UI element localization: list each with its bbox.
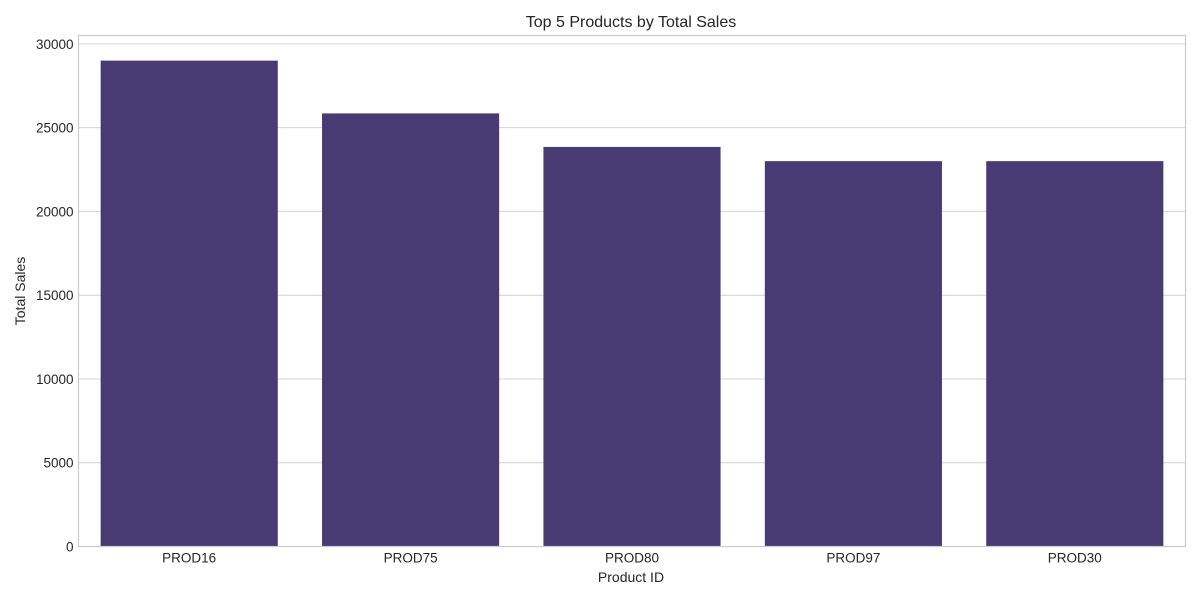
x-tick-label: PROD30 bbox=[1048, 551, 1102, 566]
bar-prod16 bbox=[100, 60, 278, 547]
x-axis-label: Product ID bbox=[598, 569, 664, 585]
y-tick-label: 5000 bbox=[43, 456, 73, 471]
y-tick-label: 30000 bbox=[36, 37, 74, 52]
bar-prod97 bbox=[764, 161, 942, 547]
x-tick-label: PROD75 bbox=[384, 551, 438, 566]
y-axis-ticks: 0 5000 10000 15000 20000 25000 30000 bbox=[36, 37, 74, 555]
y-tick-label: 0 bbox=[66, 540, 74, 555]
x-tick-label: PROD97 bbox=[826, 551, 880, 566]
y-tick-label: 25000 bbox=[36, 121, 74, 136]
y-axis-label: Total Sales bbox=[12, 257, 28, 325]
bar-prod30 bbox=[986, 161, 1164, 547]
bar-prod75 bbox=[322, 113, 500, 547]
y-tick-label: 20000 bbox=[36, 204, 74, 219]
x-tick-label: PROD80 bbox=[605, 551, 659, 566]
bars bbox=[100, 60, 1164, 547]
y-tick-label: 15000 bbox=[36, 288, 74, 303]
y-tick-label: 10000 bbox=[36, 372, 74, 387]
plot-area-frame bbox=[77, 34, 1187, 548]
chart-title: Top 5 Products by Total Sales bbox=[526, 14, 737, 31]
x-axis-ticks: PROD16 PROD75 PROD80 PROD97 PROD30 bbox=[162, 551, 1102, 566]
x-tick-label: PROD16 bbox=[162, 551, 216, 566]
bar-prod80 bbox=[543, 146, 721, 547]
